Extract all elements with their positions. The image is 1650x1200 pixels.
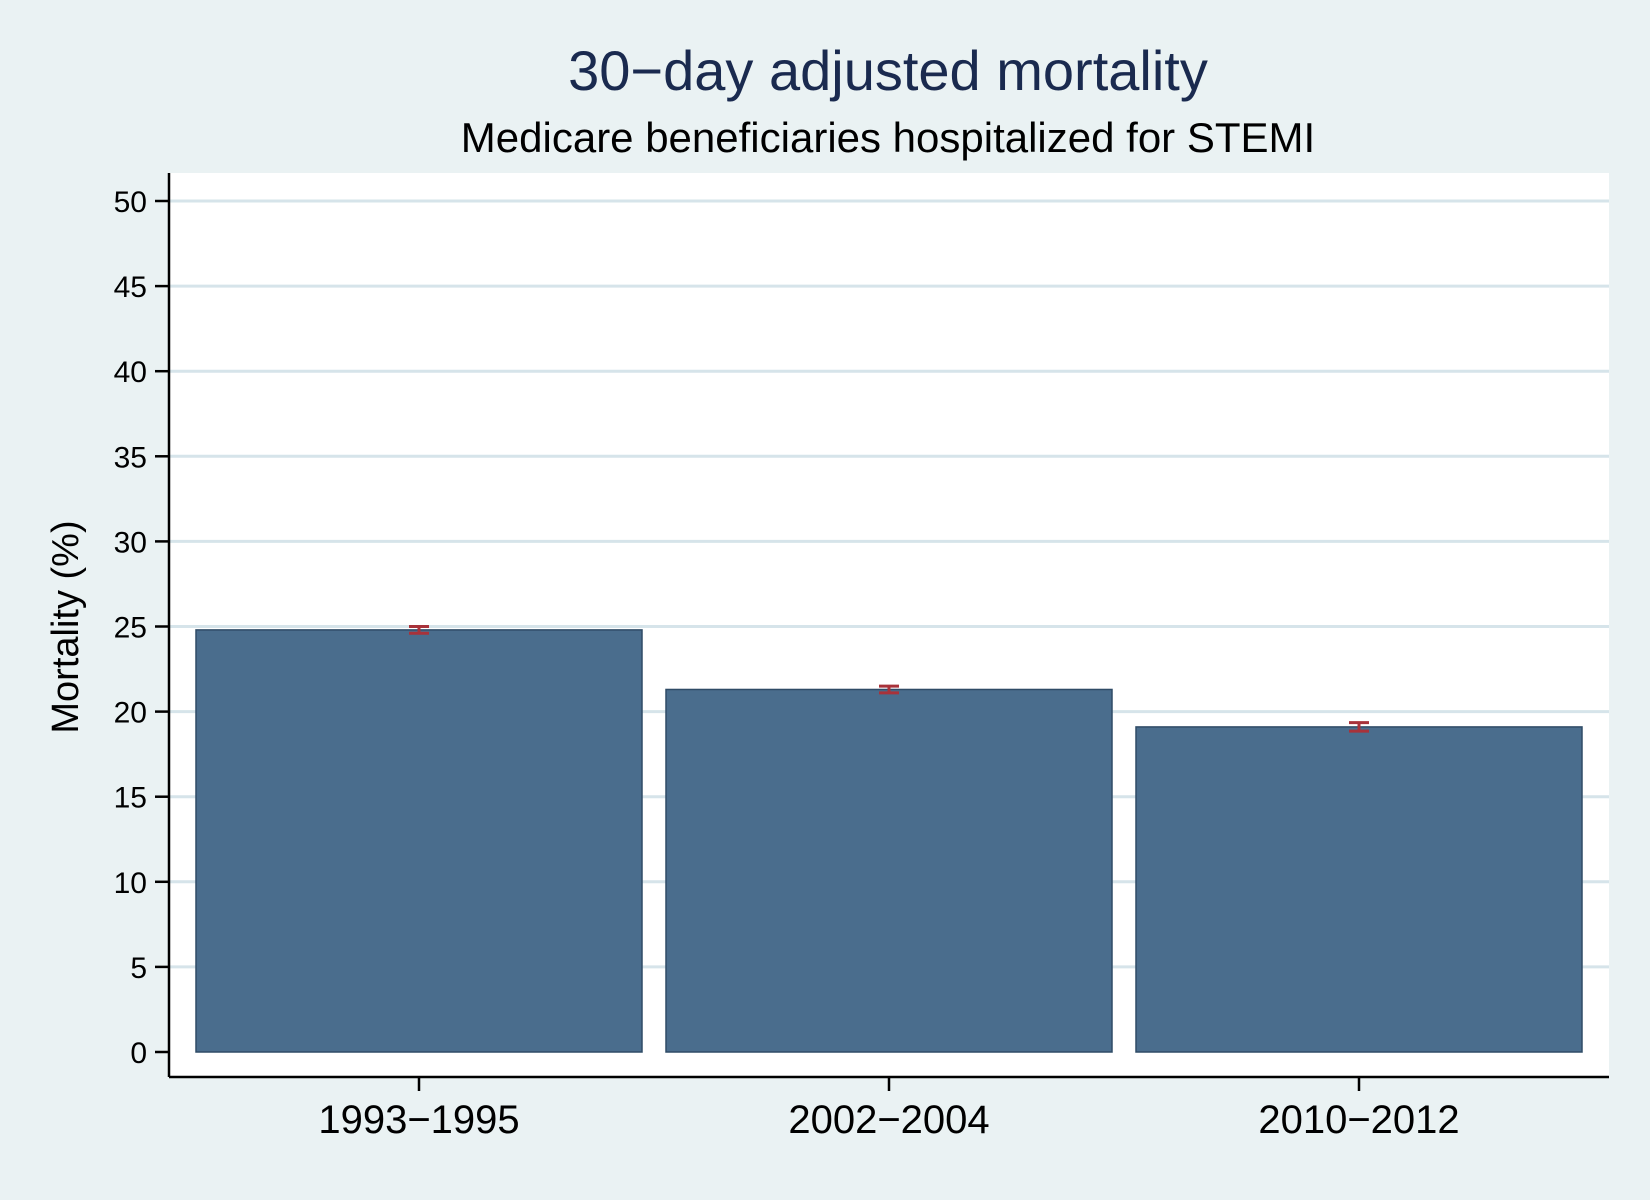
x-tick-label: 2010−2012 <box>1258 1098 1459 1142</box>
y-tick-label: 5 <box>130 952 147 985</box>
axis-layer: 0 5 10 15 20 25 30 35 40 45 50 1993−1995 2002−2004 20… <box>114 173 1609 1142</box>
y-tick-label: 10 <box>114 867 147 900</box>
y-tick-label: 40 <box>114 356 147 389</box>
chart-title: 30−day adjusted mortality <box>568 39 1208 102</box>
y-tick-label: 0 <box>130 1037 147 1070</box>
y-tick-label: 45 <box>114 271 147 304</box>
errorbar-layer <box>409 625 1369 733</box>
bar-layer <box>195 629 1583 1053</box>
x-tick-label: 1993−1995 <box>318 1098 519 1142</box>
bar <box>195 629 643 1053</box>
y-tick-label: 50 <box>114 186 147 219</box>
y-axis-title: Mortality (%) <box>45 520 87 733</box>
chart-subtitle: Medicare beneficiaries hospitalized for … <box>461 114 1315 161</box>
y-tick-label: 15 <box>114 782 147 815</box>
bar <box>1135 726 1583 1053</box>
y-tick-label: 20 <box>114 697 147 730</box>
y-tick-label: 25 <box>114 612 147 645</box>
x-tick-label: 2002−2004 <box>788 1098 989 1142</box>
y-tick-label: 35 <box>114 441 147 474</box>
y-tick-label: 30 <box>114 526 147 559</box>
bar <box>665 688 1113 1053</box>
